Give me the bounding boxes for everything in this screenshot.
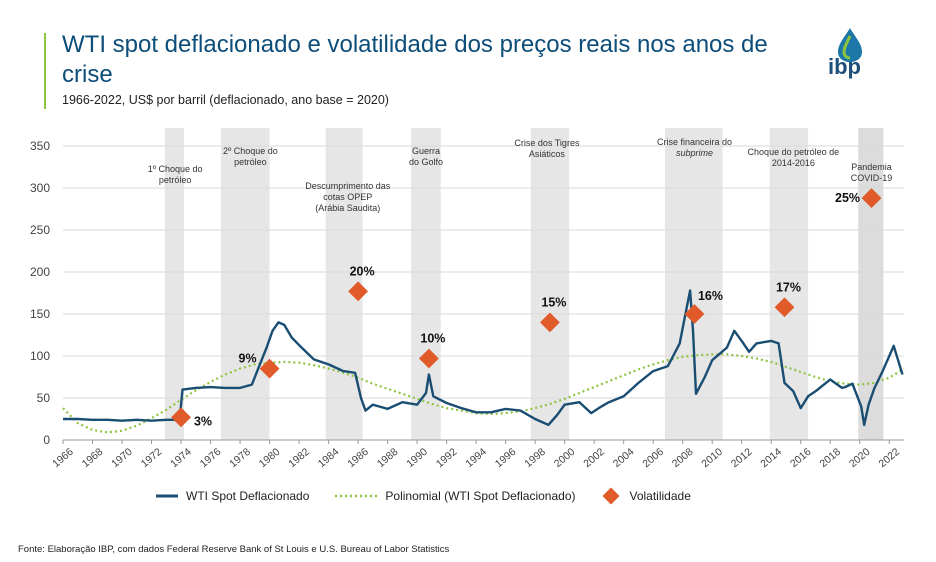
crisis-band <box>664 128 723 440</box>
x-tick-label: 2002 <box>581 446 607 470</box>
polynomial-trend-line <box>62 353 905 434</box>
volatility-label: 17% <box>776 280 801 294</box>
legend-item-vol: Volatilidade <box>601 486 691 506</box>
y-tick-label: 0 <box>43 433 50 447</box>
x-tick-label: 1988 <box>375 446 401 470</box>
volatility-label: 25% <box>835 191 860 205</box>
y-tick-label: 100 <box>30 349 50 363</box>
x-tick-label: 2008 <box>670 446 696 470</box>
legend-item-wti: WTI Spot Deflacionado <box>156 489 309 503</box>
volatility-label: 9% <box>239 352 257 366</box>
legend: WTI Spot Deflacionado Polinomial (WTI Sp… <box>156 486 717 506</box>
ibp-logo-text: ibp <box>828 54 861 79</box>
x-tick-label: 1992 <box>434 446 460 470</box>
y-tick-label: 50 <box>37 391 51 405</box>
x-tick-label: 1986 <box>345 446 371 470</box>
crisis-label: Crise dos Tigres Asiáticos <box>514 138 580 159</box>
x-tick-label: 1966 <box>50 446 76 470</box>
chart-title: WTI spot deflacionado e volatilidade dos… <box>62 31 768 88</box>
crisis-band <box>220 128 270 440</box>
x-tick-label: 2020 <box>847 446 873 470</box>
source-note: Fonte: Elaboração IBP, com dados Federal… <box>18 544 450 555</box>
crisis-label: 1º Choque do petróleo <box>148 164 203 185</box>
x-tick-label: 1978 <box>227 446 253 470</box>
x-tick-label: 2000 <box>552 446 578 470</box>
x-tick-label: 1968 <box>80 446 106 470</box>
legend-item-poly: Polinomial (WTI Spot Deflacionado) <box>335 489 575 503</box>
x-tick-label: 2010 <box>699 446 725 470</box>
crisis-label: Crise financeira do subprime <box>657 137 732 158</box>
volatility-label: 20% <box>350 264 375 278</box>
x-tick-label: 1994 <box>463 446 489 470</box>
crisis-label: Guerra do Golfo <box>409 146 443 167</box>
volatility-marker <box>419 348 439 369</box>
series-layer <box>62 289 905 434</box>
crisis-labels: 1º Choque do petróleo 2º Choque do petróleo… <box>148 137 893 213</box>
crisis-band <box>164 128 184 440</box>
x-tick-label: 1996 <box>493 446 519 470</box>
x-tick-label: 1984 <box>316 446 342 470</box>
legend-dotted-swatch <box>335 494 378 498</box>
legend-diamond-swatch <box>602 487 620 505</box>
x-tick-label: 1972 <box>139 446 165 470</box>
y-tick-label: 300 <box>30 181 50 195</box>
volatility-label: 15% <box>541 295 566 309</box>
x-tick-label: 1990 <box>404 446 430 470</box>
y-tick-label: 200 <box>30 265 50 279</box>
x-tick-label: 2014 <box>758 446 784 470</box>
y-tick-label: 150 <box>30 307 50 321</box>
volatility-label: 3% <box>194 414 212 428</box>
volatility-marker <box>171 407 191 428</box>
chart-subtitle: 1966-2022, US$ por barril (deflacionado,… <box>62 93 389 107</box>
crisis-band <box>858 128 884 440</box>
y-axis: 0 50 100 150 200 250 300 350 <box>30 139 50 447</box>
legend-label-wti: WTI Spot Deflacionado <box>186 489 310 503</box>
volatility-markers: 3% 9% 20% 10% 15% 16% 17% 25% <box>171 188 882 428</box>
x-tick-label: 1976 <box>198 446 224 470</box>
crisis-label: Descumprimento das cotas OPEP (Arábia Saud… <box>305 181 391 213</box>
x-tick-label: 2016 <box>788 446 814 470</box>
volatility-marker <box>774 297 795 318</box>
y-tick-label: 350 <box>30 139 50 153</box>
ibp-drop-logo-icon <box>838 28 862 62</box>
x-tick-label: 1980 <box>257 446 283 470</box>
x-tick-label: 1970 <box>109 446 135 470</box>
volatility-marker <box>348 281 368 302</box>
crisis-shades <box>164 128 884 440</box>
title-accent-bar <box>44 33 46 109</box>
x-tick-label: 1974 <box>168 446 194 470</box>
volatility-label: 10% <box>420 332 445 346</box>
wti-spot-line <box>63 289 904 427</box>
crisis-label: 2º Choque do petróleo <box>223 146 278 167</box>
x-tick-label: 2018 <box>817 446 843 470</box>
x-tick-label: 2012 <box>729 446 755 470</box>
x-tick-label: 2006 <box>640 446 666 470</box>
x-tick-label: 1982 <box>286 446 312 470</box>
x-tick-label: 1998 <box>522 446 548 470</box>
volatility-marker <box>539 312 560 333</box>
legend-label-poly: Polinomial (WTI Spot Deflacionado) <box>385 489 576 503</box>
crisis-label: Pandemia COVID-19 <box>851 162 893 183</box>
volatility-marker <box>259 358 280 379</box>
crisis-label: Choque do petróleo de 2014-2016 <box>748 147 840 168</box>
x-tick-label: 2022 <box>876 446 902 470</box>
legend-label-vol: Volatilidade <box>629 489 691 503</box>
legend-line-swatch <box>156 494 178 498</box>
crisis-band <box>530 128 570 440</box>
volatility-marker <box>684 304 705 324</box>
volatility-label: 16% <box>698 289 723 303</box>
y-tick-label: 250 <box>30 223 50 237</box>
x-tick-label: 2004 <box>611 446 637 470</box>
x-axis: 1966 1968 1970 1972 1974 1976 1978 1980 1982 1984… <box>50 439 904 470</box>
